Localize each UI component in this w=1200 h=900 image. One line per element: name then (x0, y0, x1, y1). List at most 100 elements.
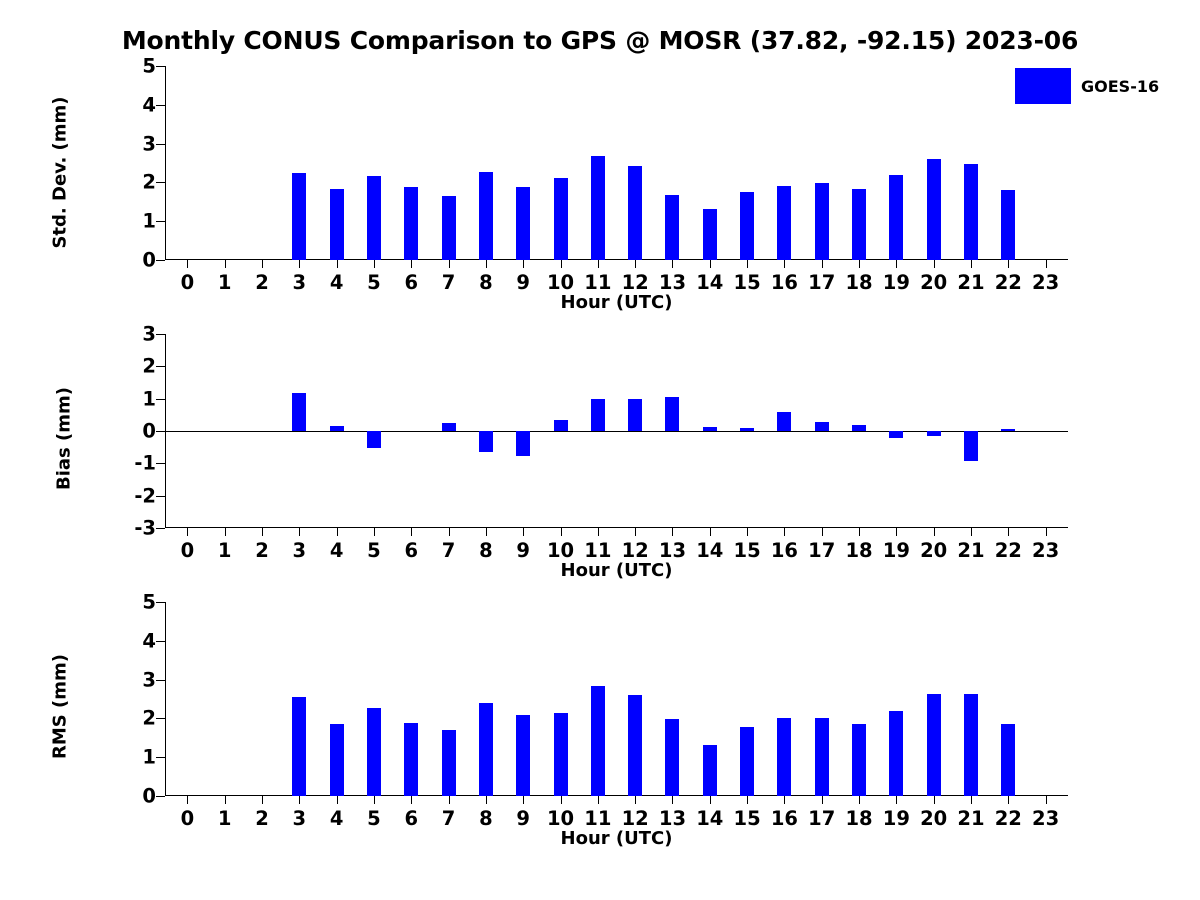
bar (441, 730, 456, 796)
x-tick-1-22 (1008, 528, 1010, 536)
x-tick-label: 5 (367, 271, 381, 294)
xaxis-title-rms: Hour (UTC) (560, 828, 673, 849)
bar (702, 426, 717, 431)
y-tick-2-3 (156, 679, 165, 681)
bar (404, 723, 419, 796)
x-tick-label: 19 (882, 539, 910, 562)
x-tick-0-20 (933, 260, 935, 268)
x-tick-label: 1 (217, 807, 232, 830)
x-tick-1-6 (411, 528, 413, 536)
x-tick-label: 3 (292, 807, 307, 830)
bar (590, 155, 605, 260)
x-tick-label: 0 (180, 271, 195, 294)
y-axis-line-rms (165, 602, 166, 796)
bar (628, 166, 643, 260)
x-tick-label: 18 (845, 539, 873, 562)
x-tick-label: 17 (808, 807, 836, 830)
bar (814, 421, 829, 431)
y-tick-label: 0 (142, 784, 156, 808)
bar (814, 717, 829, 796)
x-tick-label: 19 (882, 807, 910, 830)
x-tick-label: 15 (733, 271, 761, 294)
bar (329, 724, 344, 796)
x-tick-0-11 (597, 260, 599, 268)
x-tick-2-16 (784, 796, 786, 804)
bar (553, 713, 568, 796)
x-tick-label: 10 (546, 807, 575, 830)
x-tick-label: 13 (658, 271, 687, 294)
x-tick-2-9 (523, 796, 525, 804)
x-tick-label: 7 (441, 271, 456, 294)
bar (516, 715, 531, 796)
bar (777, 185, 792, 260)
x-tick-1-2 (262, 528, 264, 536)
y-tick-label: 5 (142, 590, 156, 614)
y-tick-label: 1 (142, 209, 156, 233)
y-tick-0-3 (156, 143, 165, 145)
x-tick-label: 9 (516, 271, 530, 294)
bar (889, 710, 904, 796)
x-tick-2-14 (709, 796, 711, 804)
x-tick-label: 10 (546, 271, 575, 294)
x-tick-label: 12 (621, 807, 649, 830)
x-tick-label: 11 (584, 807, 612, 830)
x-tick-1-14 (709, 528, 711, 536)
x-axis-line-std-dev (165, 259, 1068, 260)
y-tick-label: -3 (134, 516, 156, 540)
x-tick-0-22 (1008, 260, 1010, 268)
bar (404, 187, 419, 260)
y-tick-1--2 (156, 495, 165, 497)
bar (329, 425, 344, 431)
bar (963, 431, 978, 462)
x-tick-label: 18 (845, 807, 873, 830)
bar (926, 431, 941, 437)
x-tick-label: 7 (441, 807, 456, 830)
plot-area-bias: -3 -2 -1 0 1 2 3 0 1 2 3 4 5 6 7 8 9 10 11 12 13 14 15 16 17 18 19… (134, 323, 1068, 562)
x-tick-2-20 (933, 796, 935, 804)
x-tick-0-1 (224, 260, 226, 268)
x-tick-label: 14 (696, 807, 724, 830)
x-tick-label: 14 (696, 271, 724, 294)
legend-std-dev: GOES-16 (1015, 68, 1159, 104)
x-tick-label: 17 (808, 539, 836, 562)
bar (926, 159, 941, 260)
x-tick-1-1 (224, 528, 226, 536)
subplot-std-dev: Std. Dev. (mm) 0 1 2 3 4 5 0 1 2 3 4 5 6 7 8 9 10 11 12 13 1… (0, 0, 1200, 314)
y-tick-2-1 (156, 757, 165, 759)
x-tick-2-6 (411, 796, 413, 804)
y-tick-1-2 (156, 366, 165, 368)
x-tick-2-11 (597, 796, 599, 804)
bar (628, 694, 643, 796)
x-tick-2-10 (560, 796, 562, 804)
x-tick-0-21 (970, 260, 972, 268)
yaxis-title-bias: Bias (mm) (53, 387, 75, 490)
x-tick-0-0 (187, 260, 189, 268)
x-tick-2-1 (224, 796, 226, 804)
bar (852, 189, 867, 260)
bar (292, 393, 307, 431)
x-tick-label: 7 (441, 539, 456, 562)
bar (553, 420, 568, 431)
x-tick-2-5 (373, 796, 375, 804)
x-tick-1-19 (896, 528, 898, 536)
x-tick-2-17 (821, 796, 823, 804)
plot-area-rms: 0 1 2 3 4 5 0 1 2 3 4 5 6 7 8 9 10 11 12 13 14 15 16 17 18 19 20 21… (142, 591, 1068, 830)
bar (366, 175, 381, 260)
bar (740, 727, 755, 796)
y-tick-label: 3 (142, 132, 156, 156)
bar (516, 431, 531, 456)
y-tick-label: 1 (142, 745, 156, 769)
y-tick-label: 2 (142, 706, 156, 730)
x-tick-label: 4 (329, 539, 344, 562)
y-tick-0-1 (156, 221, 165, 223)
x-tick-2-23 (1045, 796, 1047, 804)
y-tick-label: 0 (142, 419, 156, 443)
bar (478, 172, 493, 260)
bar (740, 428, 755, 431)
bar (852, 424, 867, 431)
x-tick-label: 12 (621, 271, 649, 294)
y-tick-0-0 (156, 260, 165, 261)
x-tick-0-4 (336, 260, 338, 268)
x-tick-label: 0 (180, 807, 195, 830)
bar (628, 398, 643, 431)
